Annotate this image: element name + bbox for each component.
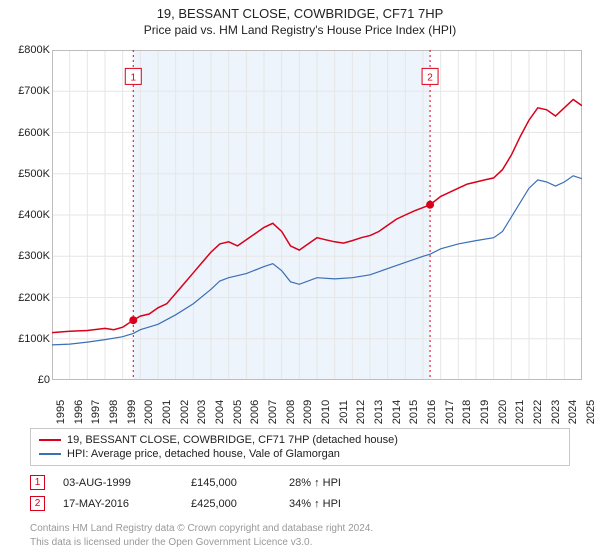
footer-line-1: Contains HM Land Registry data © Crown c… (30, 522, 570, 536)
sale-price: £425,000 (191, 498, 271, 510)
x-tick-label: 2013 (373, 400, 385, 424)
sale-price: £145,000 (191, 477, 271, 489)
y-tick-label: £800K (18, 44, 50, 56)
y-tick-label: £400K (18, 209, 50, 221)
chart-container: 19, BESSANT CLOSE, COWBRIDGE, CF71 7HP P… (0, 0, 600, 560)
footer-line-2: This data is licensed under the Open Gov… (30, 536, 570, 550)
x-tick-label: 2020 (497, 400, 509, 424)
x-tick-label: 2005 (232, 400, 244, 424)
x-tick-label: 2016 (426, 400, 438, 424)
x-tick-label: 2025 (585, 400, 597, 424)
x-tick-label: 2004 (214, 400, 226, 424)
legend-swatch (39, 453, 61, 455)
x-tick-label: 2012 (355, 400, 367, 424)
plot-svg: 12 (52, 50, 582, 380)
y-axis: £0£100K£200K£300K£400K£500K£600K£700K£80… (8, 50, 50, 380)
y-tick-label: £300K (18, 250, 50, 262)
x-tick-label: 2011 (338, 400, 350, 424)
x-tick-label: 1995 (55, 400, 67, 424)
legend-swatch (39, 439, 61, 441)
x-tick-label: 2021 (514, 400, 526, 424)
legend-row: 19, BESSANT CLOSE, COWBRIDGE, CF71 7HP (… (39, 433, 561, 447)
x-tick-label: 1998 (108, 400, 120, 424)
x-tick-label: 2019 (479, 400, 491, 424)
y-tick-label: £600K (18, 127, 50, 139)
x-tick-label: 2002 (179, 400, 191, 424)
x-tick-label: 1997 (90, 400, 102, 424)
x-tick-label: 1996 (73, 400, 85, 424)
legend-label: HPI: Average price, detached house, Vale… (67, 448, 340, 460)
sale-date: 03-AUG-1999 (63, 477, 173, 489)
x-tick-label: 2006 (249, 400, 261, 424)
title-block: 19, BESSANT CLOSE, COWBRIDGE, CF71 7HP P… (0, 0, 600, 37)
x-tick-label: 2008 (285, 400, 297, 424)
y-tick-label: £100K (18, 333, 50, 345)
x-tick-label: 2003 (196, 400, 208, 424)
sale-marker-badge: 2 (30, 496, 45, 511)
y-tick-label: £200K (18, 292, 50, 304)
x-tick-label: 2023 (550, 400, 562, 424)
sale-row: 2 17-MAY-2016 £425,000 34% ↑ HPI (30, 493, 570, 514)
x-tick-label: 2017 (444, 400, 456, 424)
chart-title: 19, BESSANT CLOSE, COWBRIDGE, CF71 7HP (0, 6, 600, 21)
footer: Contains HM Land Registry data © Crown c… (30, 522, 570, 549)
legend: 19, BESSANT CLOSE, COWBRIDGE, CF71 7HP (… (30, 428, 570, 466)
x-tick-label: 2022 (532, 400, 544, 424)
y-tick-label: £0 (38, 374, 50, 386)
sale-date: 17-MAY-2016 (63, 498, 173, 510)
chart-subtitle: Price paid vs. HM Land Registry's House … (0, 23, 600, 37)
sale-pct: 34% ↑ HPI (289, 498, 379, 510)
x-tick-label: 2001 (161, 400, 173, 424)
y-tick-label: £700K (18, 85, 50, 97)
legend-row: HPI: Average price, detached house, Vale… (39, 447, 561, 461)
x-tick-label: 2015 (408, 400, 420, 424)
svg-text:1: 1 (130, 72, 136, 83)
legend-label: 19, BESSANT CLOSE, COWBRIDGE, CF71 7HP (… (67, 434, 398, 446)
y-tick-label: £500K (18, 168, 50, 180)
sale-row: 1 03-AUG-1999 £145,000 28% ↑ HPI (30, 472, 570, 493)
x-tick-label: 2024 (567, 400, 579, 424)
sales-table: 1 03-AUG-1999 £145,000 28% ↑ HPI 2 17-MAY-201… (30, 472, 570, 514)
x-axis: 1995 1996 1997 1998 1999 2000 2001 2002 2003 2004… (52, 384, 582, 424)
x-tick-label: 2007 (267, 400, 279, 424)
sale-marker-badge: 1 (30, 475, 45, 490)
svg-text:2: 2 (427, 72, 433, 83)
x-tick-label: 2010 (320, 400, 332, 424)
x-tick-label: 2014 (391, 400, 403, 424)
x-tick-label: 2000 (143, 400, 155, 424)
x-tick-label: 2009 (302, 400, 314, 424)
sale-pct: 28% ↑ HPI (289, 477, 379, 489)
x-tick-label: 1999 (126, 400, 138, 424)
x-tick-label: 2018 (461, 400, 473, 424)
plot-area: 12 (52, 50, 582, 380)
